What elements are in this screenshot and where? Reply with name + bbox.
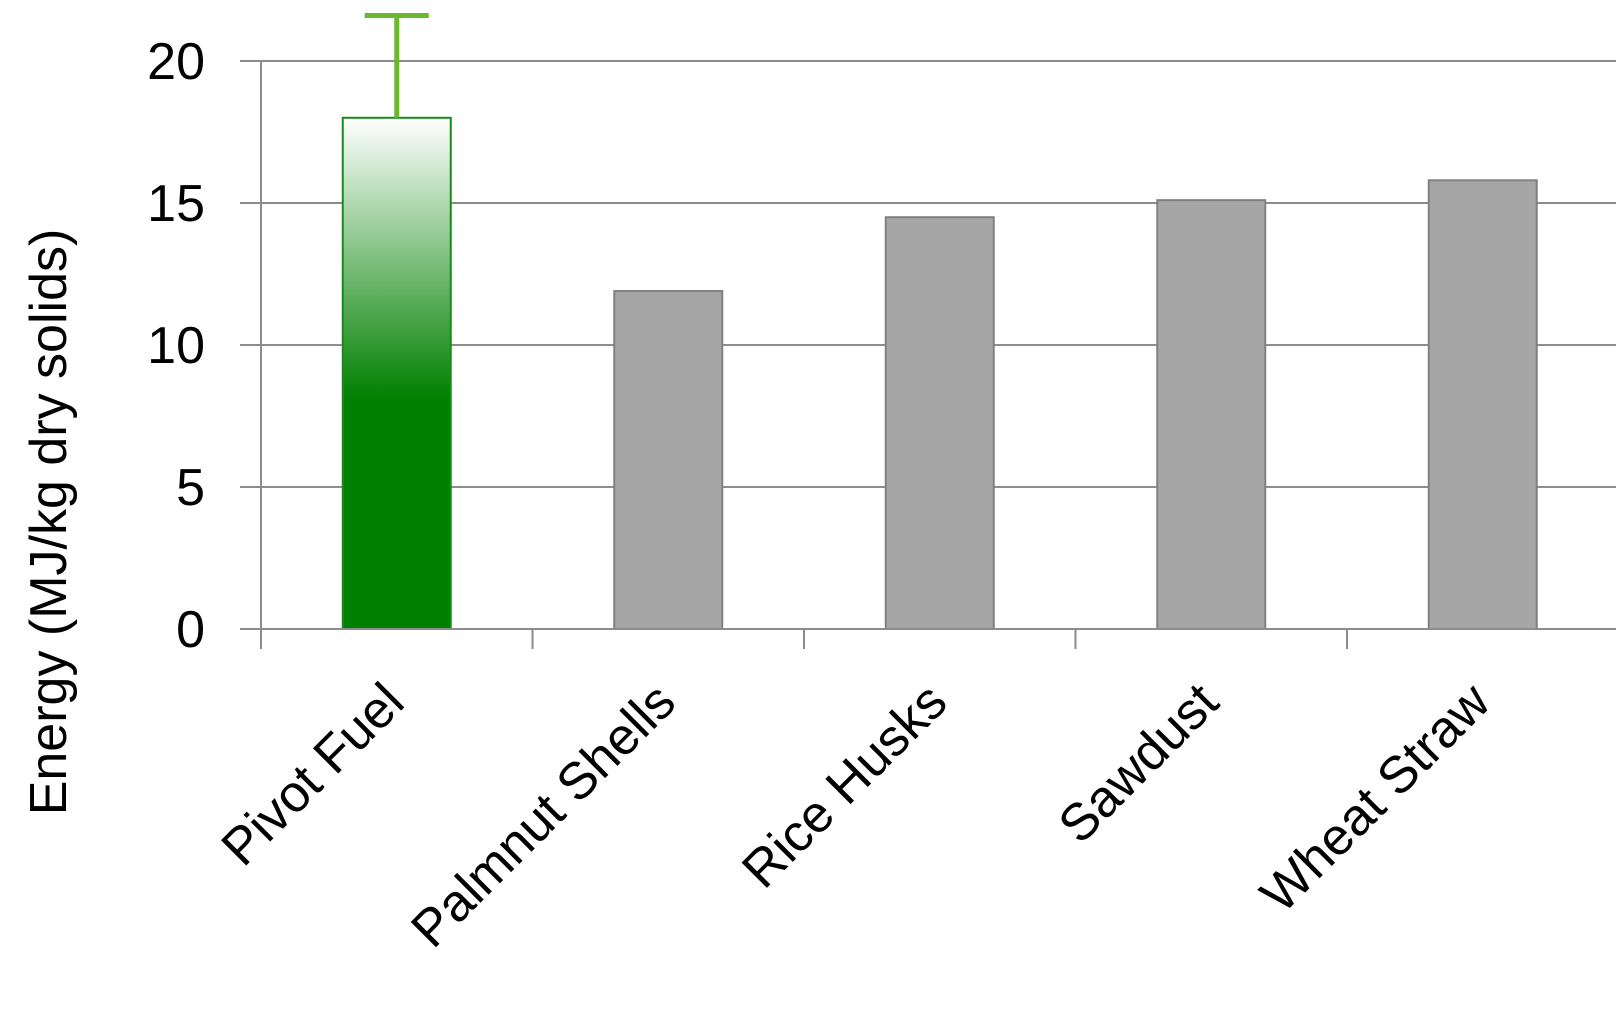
y-tick-label: 0 (176, 601, 205, 659)
bar-rice-husks (884, 216, 995, 630)
bar-sawdust (1156, 199, 1267, 630)
bar-wheat-straw (1427, 179, 1538, 630)
bars (341, 13, 1538, 631)
x-category-label: Wheat Straw (1250, 672, 1502, 924)
x-category-label: Sawdust (1048, 672, 1230, 854)
bar-palmnut-shells (613, 290, 724, 630)
y-tick-label: 20 (147, 33, 205, 91)
y-axis-title: Energy (MJ/kg dry solids) (20, 229, 78, 816)
y-tick-label: 5 (176, 459, 205, 517)
x-category-label: Pivot Fuel (211, 672, 416, 877)
axes (240, 60, 1616, 649)
bar-pivot-fuel (341, 116, 452, 631)
x-category-label: Rice Husks (731, 672, 958, 899)
y-tick-label: 10 (147, 317, 205, 375)
x-category-label: Palmnut Shells (400, 672, 686, 958)
y-tick-label: 15 (147, 175, 205, 233)
